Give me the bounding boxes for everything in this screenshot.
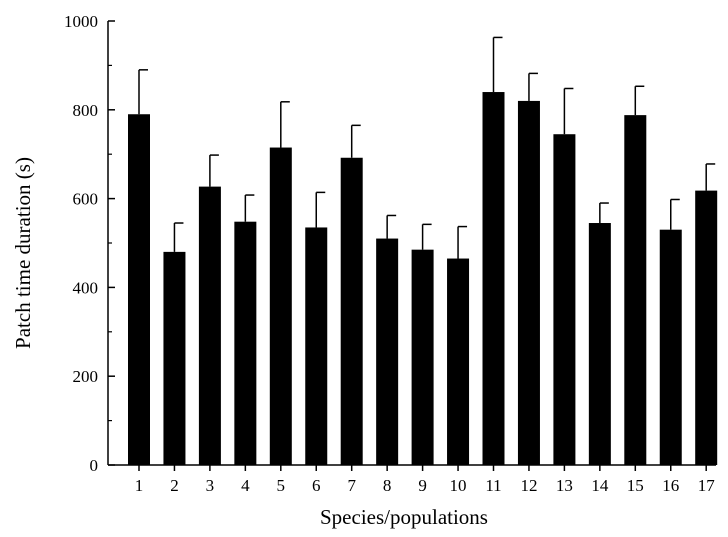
x-tick-label-10: 10 — [450, 476, 467, 495]
error-bars-layer — [138, 36, 716, 259]
x-tick-label-7: 7 — [347, 476, 356, 495]
x-tick-label-5: 5 — [277, 476, 286, 495]
bar-17 — [695, 190, 718, 465]
y-tick-label-800: 800 — [73, 101, 99, 120]
x-tick-label-13: 13 — [556, 476, 573, 495]
bar-4 — [234, 221, 257, 465]
bar-14 — [588, 223, 611, 465]
bar-11 — [482, 92, 505, 465]
x-tick-label-15: 15 — [627, 476, 644, 495]
bar-8 — [376, 238, 399, 465]
bar-9 — [411, 249, 434, 465]
bar-12 — [517, 100, 540, 466]
bar-1 — [128, 114, 150, 466]
y-tick-label-200: 200 — [73, 367, 99, 386]
y-tick-label-0: 0 — [90, 456, 99, 475]
y-tick-label-600: 600 — [73, 190, 99, 209]
x-tick-label-8: 8 — [383, 476, 392, 495]
x-tick-label-2: 2 — [170, 476, 179, 495]
bar-2 — [163, 251, 186, 465]
x-tick-label-16: 16 — [662, 476, 679, 495]
bar-6 — [305, 227, 328, 465]
bar-13 — [553, 134, 576, 465]
x-tick-label-11: 11 — [485, 476, 501, 495]
y-axis-title: Patch time duration (s) — [11, 157, 35, 349]
x-tick-label-17: 17 — [698, 476, 716, 495]
bars-layer — [128, 92, 718, 466]
y-tick-label-1000: 1000 — [64, 12, 98, 31]
x-tick-label-1: 1 — [135, 476, 144, 495]
bar-16 — [659, 229, 682, 465]
x-tick-label-4: 4 — [241, 476, 250, 495]
bar-7 — [340, 157, 363, 465]
y-tick-label-400: 400 — [73, 278, 99, 297]
x-tick-label-14: 14 — [591, 476, 609, 495]
x-ticks-layer: 1 2 3 4 5 6 7 8 9 10 11 12 13 14 15 16 17 — [135, 465, 715, 495]
bar-15 — [624, 115, 647, 466]
x-tick-label-3: 3 — [206, 476, 215, 495]
bar-3 — [198, 186, 221, 465]
bar-10 — [447, 258, 470, 465]
x-axis-title: Species/populations — [320, 505, 488, 529]
x-tick-label-6: 6 — [312, 476, 321, 495]
x-tick-label-12: 12 — [520, 476, 537, 495]
y-ticks-layer: 0 200 400 600 800 1000 — [64, 12, 115, 475]
bar-5 — [269, 147, 292, 466]
x-tick-label-9: 9 — [418, 476, 427, 495]
